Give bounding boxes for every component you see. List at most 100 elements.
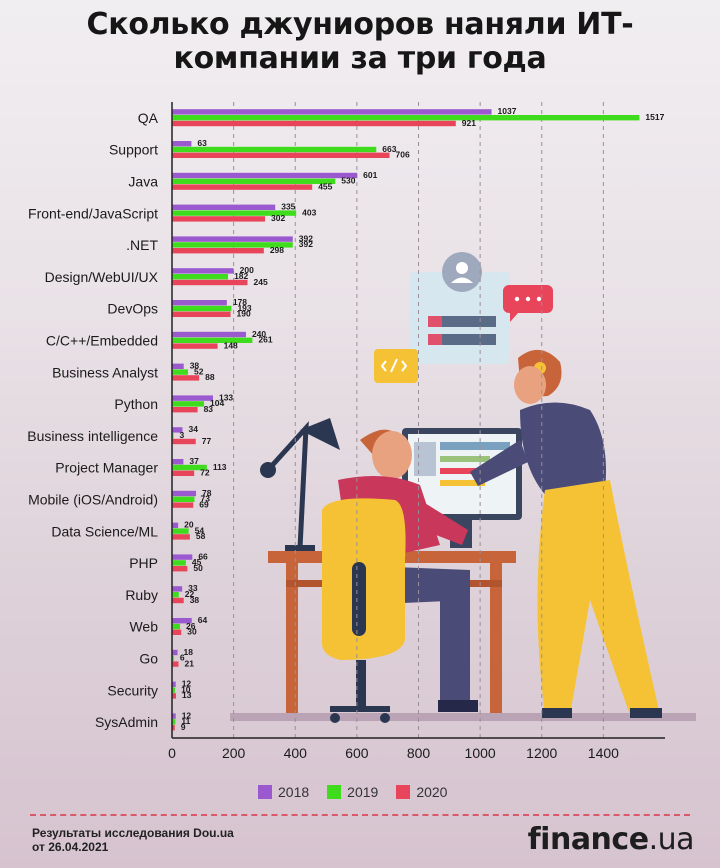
category-label-python: Python xyxy=(114,396,158,412)
bar-web-2019 xyxy=(172,623,181,630)
brand-suffix: .ua xyxy=(648,822,695,857)
data-label-ruby-2018: 33 xyxy=(188,583,198,593)
data-label-c-c-embedded-2019: 261 xyxy=(258,335,272,345)
data-label-net-2020: 298 xyxy=(270,245,284,255)
bar-design-webui-ux-2019 xyxy=(172,274,229,280)
x-tick-label-200: 200 xyxy=(222,745,246,761)
data-label-design-webui-ux-2018: 200 xyxy=(240,265,254,275)
office-chair-illustration xyxy=(321,498,406,723)
data-label-net-2019: 392 xyxy=(299,239,313,249)
chart-title-line-1: Сколько джуниоров наняли ИТ- xyxy=(86,7,634,42)
data-label-c-c-embedded-2018: 240 xyxy=(252,329,266,339)
data-label-ruby-2020: 38 xyxy=(190,595,200,605)
data-label-security-2020: 13 xyxy=(182,690,192,700)
x-tick-label-600: 600 xyxy=(345,745,369,761)
data-label-business-intelligence-2020: 77 xyxy=(202,436,212,446)
data-label-front-end-javascript-2020: 302 xyxy=(271,213,285,223)
x-tick-label-1200: 1200 xyxy=(526,745,557,761)
bar-ruby-2020 xyxy=(172,597,184,604)
data-label-go-2020: 21 xyxy=(184,658,194,668)
data-label-devops-2018: 178 xyxy=(233,297,247,307)
bar-c-c-embedded-2018 xyxy=(172,331,246,338)
bar-mobile-ios-android-2018 xyxy=(172,490,197,497)
data-label-security-2019: 10 xyxy=(181,684,191,694)
brand-logo: finance.ua xyxy=(527,822,695,857)
data-label-mobile-ios-android-2019: 73 xyxy=(200,494,210,504)
legend-item-2020: 2020 xyxy=(396,784,447,800)
source-line-1: Результаты исследования Dou.ua xyxy=(32,826,234,840)
category-label-php: PHP xyxy=(129,555,158,571)
bar-security-2019 xyxy=(172,687,176,693)
source-note: Результаты исследования Dou.ua от 26.04.… xyxy=(32,826,234,854)
bar-web-2020 xyxy=(172,629,182,635)
data-label-qa-2020: 921 xyxy=(462,118,476,128)
legend-item-2019: 2019 xyxy=(327,784,378,800)
bar-data-science-ml-2018 xyxy=(172,522,179,528)
data-label-web-2018: 64 xyxy=(198,615,208,625)
bar-front-end-javascript-2019 xyxy=(172,210,297,216)
bar-java-2019 xyxy=(172,178,336,184)
illustration xyxy=(230,252,696,723)
bar-java-2020 xyxy=(172,184,313,190)
bar-qa-2020 xyxy=(172,120,456,127)
bar-php-2019 xyxy=(172,560,186,566)
data-label-devops-2019: 193 xyxy=(237,303,251,313)
data-label-c-c-embedded-2020: 148 xyxy=(224,340,238,350)
data-label-go-2019: 6 xyxy=(180,653,185,663)
bar-business-analyst-2019 xyxy=(172,369,189,375)
data-label-support-2019: 663 xyxy=(382,144,396,154)
data-label-qa-2019: 1517 xyxy=(645,112,664,122)
bar-devops-2019 xyxy=(172,305,232,312)
category-label-business-intelligence: Business intelligence xyxy=(27,428,158,444)
data-label-go-2018: 18 xyxy=(184,647,194,657)
data-label-sysadmin-2019: 11 xyxy=(181,716,190,726)
bar-java-2018 xyxy=(172,172,358,179)
data-label-python-2018: 133 xyxy=(219,392,233,402)
data-label-project-manager-2020: 72 xyxy=(200,468,210,478)
category-label-design-webui-ux: Design/WebUI/UX xyxy=(45,269,159,285)
bar-python-2018 xyxy=(172,395,213,401)
data-label-design-webui-ux-2020: 245 xyxy=(253,277,267,287)
legend-swatch-2019 xyxy=(327,785,342,799)
data-label-business-intelligence-2018: 34 xyxy=(188,424,198,434)
category-labels: QA Support Java Front-end/JavaScript .NET Des… xyxy=(27,110,158,730)
bar-design-webui-ux-2020 xyxy=(172,279,248,286)
chart-title-line-2: компании за три года xyxy=(173,41,547,76)
bar-devops-2018 xyxy=(172,300,227,306)
legend-swatch-2020 xyxy=(396,785,411,799)
data-label-devops-2020: 190 xyxy=(237,309,251,319)
data-label-business-analyst-2020: 88 xyxy=(205,372,215,382)
data-label-qa-2018: 1037 xyxy=(498,106,517,116)
legend-label-2018: 2018 xyxy=(278,784,310,800)
standing-woman-illustration xyxy=(470,349,662,718)
data-label-security-2018: 12 xyxy=(182,679,192,689)
bar-sysadmin-2020 xyxy=(172,725,175,731)
data-label-project-manager-2019: 113 xyxy=(213,462,227,472)
category-label-mobile-ios-android: Mobile (iOS/Android) xyxy=(28,492,158,508)
x-tick-label-400: 400 xyxy=(284,745,308,761)
data-label-project-manager-2018: 37 xyxy=(189,456,199,466)
category-label-front-end-javascript: Front-end/JavaScript xyxy=(28,205,158,221)
data-label-web-2019: 26 xyxy=(186,621,196,631)
category-label-data-science-ml: Data Science/ML xyxy=(51,523,158,539)
category-label-go: Go xyxy=(139,651,158,667)
bar-net-2019 xyxy=(172,242,293,248)
bar-project-manager-2020 xyxy=(172,470,195,476)
data-label-business-intelligence-2019: 3 xyxy=(180,430,185,440)
data-label-support-2018: 63 xyxy=(197,138,207,148)
category-label-java: Java xyxy=(128,174,158,190)
x-tick-label-1000: 1000 xyxy=(465,745,496,761)
category-label-ruby: Ruby xyxy=(125,587,158,603)
bar-support-2018 xyxy=(172,141,192,147)
bar-net-2018 xyxy=(172,236,293,242)
data-label-python-2020: 83 xyxy=(204,404,214,414)
category-label-c-c-embedded: C/C++/Embedded xyxy=(46,333,158,349)
brand-main: finance xyxy=(527,822,649,857)
bar-mobile-ios-android-2020 xyxy=(172,502,194,508)
data-label-java-2019: 530 xyxy=(341,176,355,186)
bar-web-2018 xyxy=(172,618,192,624)
bar-support-2019 xyxy=(172,146,377,153)
legend-swatch-2018 xyxy=(258,785,272,799)
data-label-net-2018: 392 xyxy=(299,233,313,243)
bar-front-end-javascript-2020 xyxy=(172,216,266,222)
